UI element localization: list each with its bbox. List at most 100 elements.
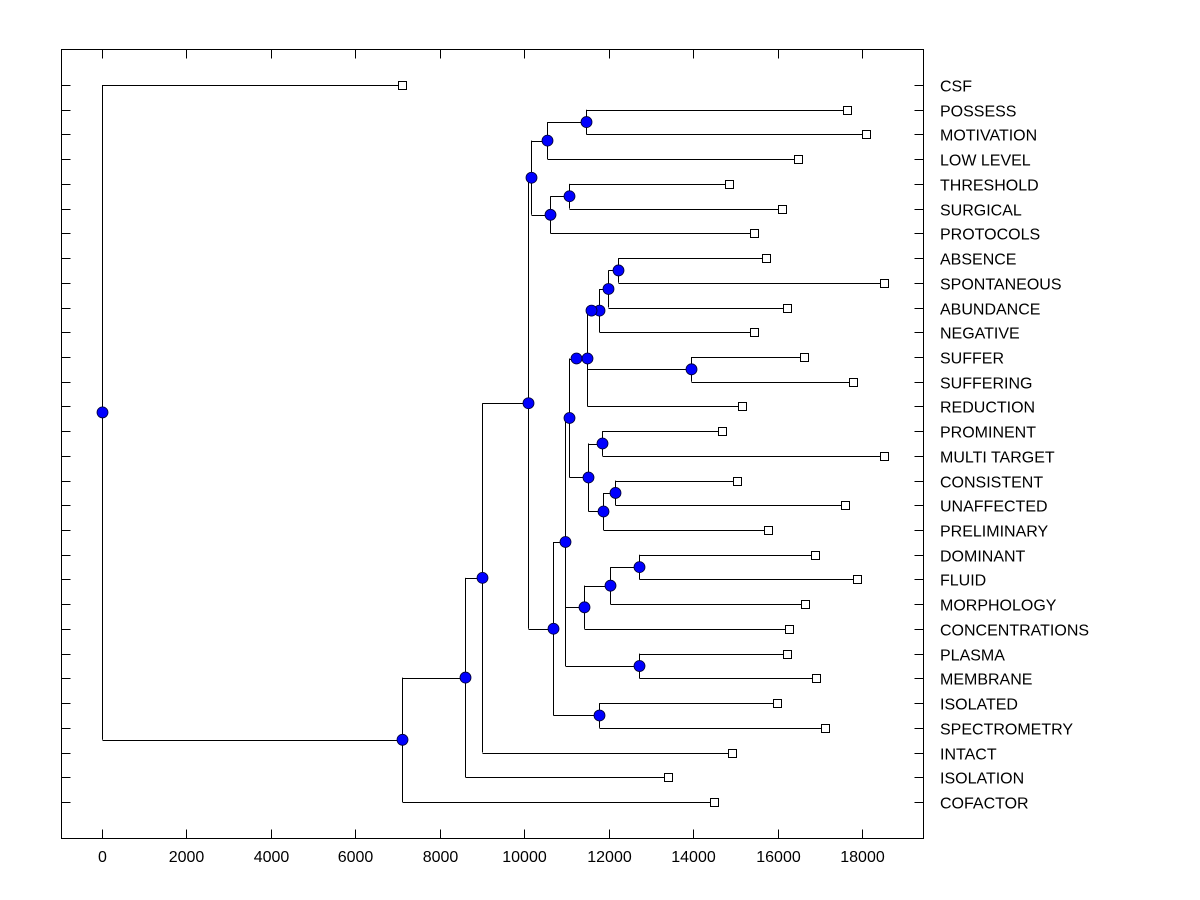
- axis-ticks: [61, 49, 924, 839]
- leaf-marker: [725, 180, 734, 189]
- x-tick-label: 8000: [423, 849, 459, 866]
- leaf-marker: [762, 254, 771, 263]
- cluster-node-I: [563, 190, 576, 203]
- cluster-node-C: [476, 571, 489, 584]
- leaf-label: CONSISTENT: [940, 475, 1043, 492]
- x-tick-label: 14000: [671, 849, 716, 866]
- leaf-label: PRELIMINARY: [940, 524, 1049, 541]
- leaf-marker: [783, 650, 792, 659]
- leaf-label: REDUCTION: [940, 400, 1035, 417]
- leaf-label: DOMINANT: [940, 549, 1026, 566]
- cluster-node-root: [96, 406, 109, 419]
- leaf-marker: [801, 600, 810, 609]
- cluster-node-AA: [633, 561, 646, 574]
- leaf-label: PROMINENT: [940, 425, 1036, 442]
- leaf-label: SPECTROMETRY: [940, 722, 1073, 739]
- leaf-label: PROTOCOLS: [940, 227, 1040, 244]
- cluster-node-O: [570, 352, 583, 365]
- leaf-marker: [764, 526, 773, 535]
- cluster-node-Z: [604, 579, 617, 592]
- leaf-marker: [398, 81, 407, 90]
- x-tick-label: 2000: [169, 849, 205, 866]
- cluster-node-N2: [578, 601, 591, 614]
- cluster-node-V: [612, 264, 625, 277]
- leaf-label: POSSESS: [940, 104, 1016, 121]
- leaf-label: CONCENTRATIONS: [940, 623, 1089, 640]
- leaf-label: SPONTANEOUS: [940, 277, 1062, 294]
- cluster-node-S: [685, 363, 698, 376]
- x-tick-label: 18000: [840, 849, 885, 866]
- x-tick-label: 16000: [756, 849, 801, 866]
- dendrogram-links: [102, 85, 885, 803]
- leaf-label: UNAFFECTED: [940, 499, 1048, 516]
- leaf-marker: [785, 625, 794, 634]
- x-tick-label: 0: [98, 849, 107, 866]
- leaf-marker: [750, 229, 759, 238]
- cluster-node-BB: [633, 660, 646, 672]
- x-tick-label: 4000: [254, 849, 290, 866]
- leaf-label: MOTIVATION: [940, 128, 1037, 145]
- leaf-marker: [710, 798, 719, 807]
- leaf-marker: [843, 106, 852, 115]
- leaf-label: LOW LEVEL: [940, 153, 1031, 170]
- plot-frame: [61, 49, 924, 839]
- leaf-label: SUFFERING: [940, 376, 1032, 393]
- cluster-node-X: [597, 505, 610, 518]
- leaf-marker: [794, 155, 803, 164]
- leaf-labels: CSF POSSESS MOTIVATION LOW LEVEL THRESHOLD SU…: [940, 79, 1089, 813]
- cluster-node-F: [541, 134, 554, 147]
- leaf-label: MORPHOLOGY: [940, 598, 1057, 615]
- leaf-label: ABSENCE: [940, 252, 1016, 269]
- leaf-marker: [773, 699, 782, 708]
- leaf-label: SUFFER: [940, 351, 1004, 368]
- leaf-label: ISOLATION: [940, 771, 1024, 788]
- leaf-marker: [841, 501, 850, 510]
- leaf-marker: [738, 402, 747, 411]
- cluster-node-U: [602, 283, 615, 295]
- leaf-marker: [778, 205, 787, 214]
- cluster-node-R: [585, 304, 598, 317]
- leaf-marker: [733, 477, 742, 486]
- leaf-marker: [821, 724, 830, 733]
- leaf-label: THRESHOLD: [940, 178, 1039, 195]
- cluster-node-W: [596, 437, 609, 450]
- leaf-label: COFACTOR: [940, 796, 1029, 813]
- leaf-label: ISOLATED: [940, 697, 1018, 714]
- leaf-label: MEMBRANE: [940, 672, 1032, 689]
- cluster-node-K: [559, 536, 572, 548]
- leaf-marker: [728, 749, 737, 758]
- leaf-marker: [812, 674, 821, 683]
- leaf-label: INTACT: [940, 747, 997, 764]
- leaf-marker: [880, 279, 889, 288]
- leaf-label: SURGICAL: [940, 203, 1022, 220]
- cluster-node-Lnode: [593, 709, 606, 722]
- leaf-marker: [750, 328, 759, 337]
- leaf-marker: [862, 130, 871, 139]
- leaf-label: FLUID: [940, 573, 986, 590]
- cluster-node-E: [525, 171, 538, 184]
- leaf-marker: [664, 773, 673, 782]
- leaf-label: ABUNDANCE: [940, 302, 1040, 319]
- leaf-marker: [800, 353, 809, 362]
- x-tick-label: 6000: [338, 849, 374, 866]
- leaf-label: PLASMA: [940, 648, 1005, 665]
- cluster-node-Q: [581, 352, 594, 365]
- internal-nodes: [96, 116, 698, 746]
- leaf-marker: [718, 427, 727, 436]
- cluster-node-B: [459, 671, 472, 684]
- leaf-label: CSF: [940, 79, 972, 96]
- cluster-node-Y: [609, 487, 622, 499]
- cluster-node-M: [563, 412, 576, 424]
- cluster-node-J: [547, 622, 560, 635]
- leaf-marker: [880, 452, 889, 461]
- cluster-node-G: [544, 208, 557, 221]
- leaf-marker: [853, 575, 862, 584]
- cluster-node-H: [580, 116, 593, 128]
- cluster-node-A: [396, 733, 409, 746]
- leaf-label: NEGATIVE: [940, 326, 1020, 343]
- cluster-node-D: [522, 397, 535, 410]
- leaf-marker: [811, 551, 820, 560]
- leaf-marker: [783, 304, 792, 313]
- x-tick-label: 10000: [502, 849, 547, 866]
